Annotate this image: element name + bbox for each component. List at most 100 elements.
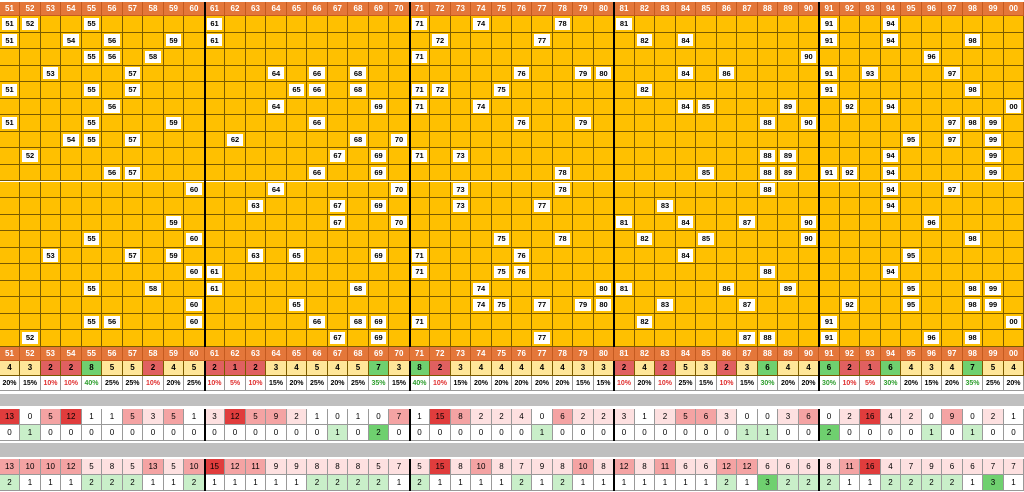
header-cell[interactable]: 68: [348, 347, 369, 361]
grid-cell[interactable]: [41, 82, 61, 99]
grid-cell[interactable]: [287, 164, 307, 182]
grid-cell[interactable]: [205, 297, 225, 314]
stat-cell[interactable]: 5: [369, 459, 389, 475]
grid-cell[interactable]: [614, 247, 635, 265]
grid-cell[interactable]: [41, 164, 61, 182]
grid-cell[interactable]: 59: [164, 214, 184, 232]
grid-cell[interactable]: [676, 231, 696, 248]
stat-cell[interactable]: 2: [922, 475, 942, 491]
grid-cell[interactable]: [451, 49, 471, 66]
grid-cell[interactable]: [573, 16, 594, 33]
stat-cell[interactable]: 2: [123, 475, 143, 491]
grid-cell[interactable]: [41, 313, 61, 331]
count-cell[interactable]: 4: [553, 361, 573, 376]
stat-cell[interactable]: 0: [799, 425, 819, 441]
percent-cell[interactable]: 5%: [225, 376, 246, 391]
grid-cell[interactable]: [819, 231, 840, 248]
grid-cell[interactable]: [655, 65, 676, 83]
grid-cell[interactable]: [758, 247, 778, 265]
count-cell[interactable]: 3: [594, 361, 614, 376]
grid-cell[interactable]: [184, 131, 205, 149]
grid-cell[interactable]: [287, 148, 307, 165]
grid-cell[interactable]: [143, 164, 164, 182]
stat-cell[interactable]: 8: [553, 459, 573, 475]
grid-cell[interactable]: [328, 115, 348, 132]
grid-cell[interactable]: 57: [123, 131, 143, 149]
header-cell[interactable]: 71: [410, 2, 430, 16]
stat-cell[interactable]: 1: [840, 475, 860, 491]
count-cell[interactable]: 4: [901, 361, 922, 376]
grid-cell[interactable]: [307, 148, 328, 165]
grid-cell[interactable]: [82, 181, 102, 199]
stat-cell[interactable]: 1: [758, 425, 778, 441]
grid-cell[interactable]: [61, 65, 82, 83]
grid-cell[interactable]: [573, 330, 594, 347]
grid-cell[interactable]: [20, 82, 41, 99]
grid-cell[interactable]: 88: [758, 148, 778, 165]
stat-cell[interactable]: 0: [225, 425, 246, 441]
stat-cell[interactable]: 5: [410, 459, 430, 475]
grid-cell[interactable]: 93: [860, 65, 881, 83]
grid-cell[interactable]: [471, 214, 492, 232]
grid-cell[interactable]: [819, 115, 840, 132]
grid-cell[interactable]: [717, 82, 737, 99]
header-cell[interactable]: 57: [123, 2, 143, 16]
grid-cell[interactable]: [369, 115, 389, 132]
grid-cell[interactable]: [532, 181, 553, 199]
stat-cell[interactable]: 1: [676, 475, 696, 491]
grid-cell[interactable]: [430, 181, 451, 199]
grid-cell[interactable]: [594, 82, 614, 99]
grid-cell[interactable]: [410, 131, 430, 149]
grid-cell[interactable]: [840, 198, 860, 215]
grid-cell[interactable]: [614, 164, 635, 182]
grid-cell[interactable]: [287, 264, 307, 281]
grid-cell[interactable]: [410, 231, 430, 248]
grid-cell[interactable]: [881, 280, 901, 298]
grid-cell[interactable]: [123, 280, 143, 298]
grid-cell[interactable]: [717, 313, 737, 331]
grid-cell[interactable]: 92: [840, 297, 860, 314]
stat-cell[interactable]: 6: [799, 459, 819, 475]
grid-cell[interactable]: [492, 198, 512, 215]
grid-cell[interactable]: [860, 280, 881, 298]
header-cell[interactable]: 86: [717, 347, 737, 361]
grid-cell[interactable]: [430, 131, 451, 149]
count-cell[interactable]: 4: [942, 361, 963, 376]
percent-cell[interactable]: 10%: [655, 376, 676, 391]
grid-cell[interactable]: [102, 264, 123, 281]
grid-cell[interactable]: [451, 98, 471, 116]
grid-cell[interactable]: [164, 131, 184, 149]
grid-cell[interactable]: [942, 231, 963, 248]
grid-cell[interactable]: [492, 330, 512, 347]
grid-cell[interactable]: [881, 247, 901, 265]
grid-cell[interactable]: [1004, 49, 1024, 66]
grid-cell[interactable]: [717, 131, 737, 149]
header-cell[interactable]: 77: [532, 2, 553, 16]
grid-cell[interactable]: [225, 231, 246, 248]
grid-cell[interactable]: [614, 82, 635, 99]
grid-cell[interactable]: 75: [492, 82, 512, 99]
grid-cell[interactable]: [1004, 330, 1024, 347]
percent-cell[interactable]: 30%: [819, 376, 840, 391]
header-cell[interactable]: 85: [696, 2, 717, 16]
grid-cell[interactable]: [737, 181, 758, 199]
grid-cell[interactable]: [369, 32, 389, 50]
grid-cell[interactable]: [41, 148, 61, 165]
grid-cell[interactable]: [942, 330, 963, 347]
grid-cell[interactable]: [369, 297, 389, 314]
grid-cell[interactable]: [61, 164, 82, 182]
grid-cell[interactable]: [840, 148, 860, 165]
header-cell[interactable]: 80: [594, 347, 614, 361]
stat-cell[interactable]: 1: [184, 409, 205, 425]
grid-cell[interactable]: [225, 313, 246, 331]
grid-cell[interactable]: 95: [901, 297, 922, 314]
grid-cell[interactable]: [840, 49, 860, 66]
grid-cell[interactable]: [389, 264, 410, 281]
grid-cell[interactable]: [553, 115, 573, 132]
header-cell[interactable]: 52: [20, 347, 41, 361]
grid-cell[interactable]: [0, 148, 20, 165]
stat-cell[interactable]: 6: [942, 459, 963, 475]
count-cell[interactable]: 4: [164, 361, 184, 376]
stat-cell[interactable]: 8: [348, 459, 369, 475]
grid-cell[interactable]: [901, 264, 922, 281]
